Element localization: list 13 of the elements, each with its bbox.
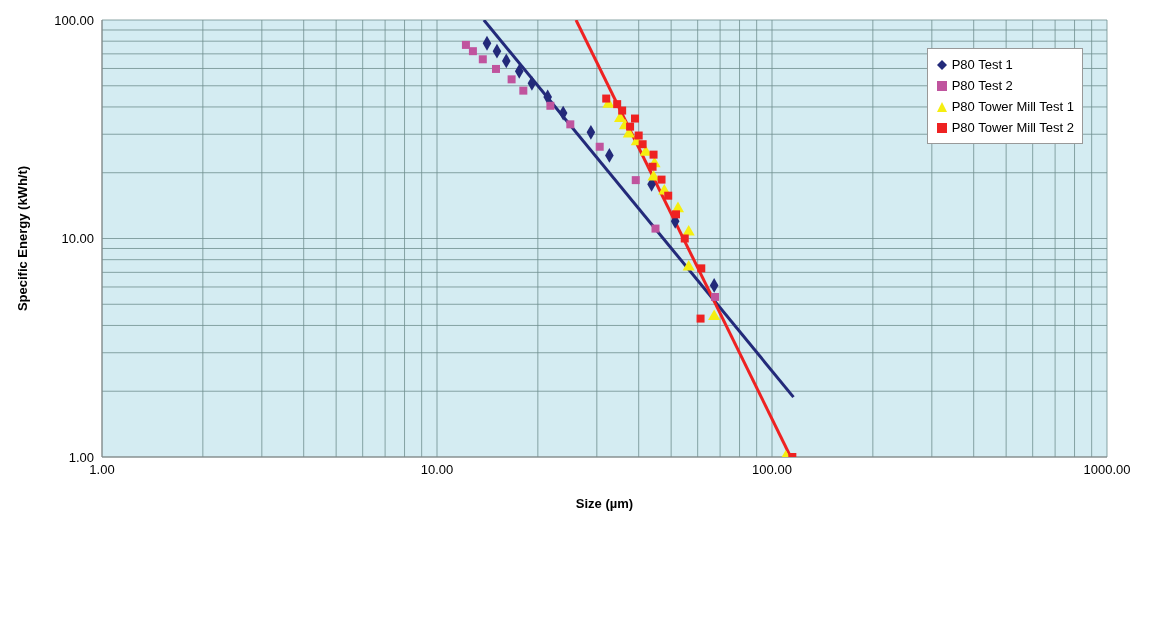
x-tick-label: 1.00 bbox=[89, 462, 115, 478]
y-tick-label: 10.00 bbox=[61, 231, 94, 247]
y-axis-title: Specific Energy (kWh/t) bbox=[14, 165, 30, 312]
legend-label: P80 Test 1 bbox=[951, 57, 1013, 72]
x-tick-label: 10.00 bbox=[420, 462, 454, 478]
legend-label: P80 Tower Mill Test 2 bbox=[951, 120, 1074, 135]
x-tick-label: 100.00 bbox=[752, 462, 792, 478]
y-tick-label: 1.00 bbox=[68, 449, 94, 465]
x-axis-title: Size (µm) bbox=[575, 496, 634, 511]
y-tick-label: 100.00 bbox=[54, 12, 94, 28]
legend-label: P80 Test 2 bbox=[951, 78, 1013, 93]
legend-label: P80 Tower Mill Test 1 bbox=[951, 99, 1074, 114]
x-tick-label: 1000.00 bbox=[1083, 462, 1131, 478]
